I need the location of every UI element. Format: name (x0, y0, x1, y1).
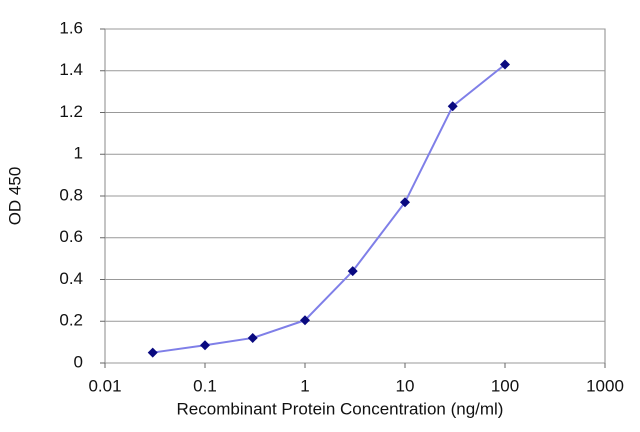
data-point (300, 315, 310, 326)
data-point (200, 340, 210, 351)
x-tick-label: 100 (491, 376, 519, 395)
y-tick-label: 0.8 (59, 185, 83, 204)
y-tick-label: 1.4 (59, 60, 83, 79)
data-point (500, 59, 510, 70)
x-tick-label: 0.01 (88, 376, 121, 395)
x-tick-label: 0.1 (193, 376, 217, 395)
y-axis-label: OD 450 (5, 167, 24, 226)
y-tick-label: 0.6 (59, 227, 83, 246)
data-point (447, 101, 458, 112)
data-point (400, 197, 410, 208)
y-tick-label: 1.6 (59, 18, 83, 37)
y-tick-label: 1 (74, 144, 83, 163)
data-point (247, 332, 258, 343)
data-point (347, 266, 358, 277)
x-tick-label: 10 (396, 376, 415, 395)
y-tick-label: 0 (74, 352, 83, 371)
data-point (147, 347, 158, 358)
x-axis-label: Recombinant Protein Concentration (ng/ml… (177, 399, 504, 418)
x-tick-label: 1 (300, 376, 309, 395)
y-tick-label: 0.4 (59, 269, 83, 288)
y-tick-label: 0.2 (59, 311, 83, 330)
y-tick-label: 1.2 (59, 102, 83, 121)
data-line (152, 63, 506, 354)
x-tick-label: 1000 (586, 376, 624, 395)
